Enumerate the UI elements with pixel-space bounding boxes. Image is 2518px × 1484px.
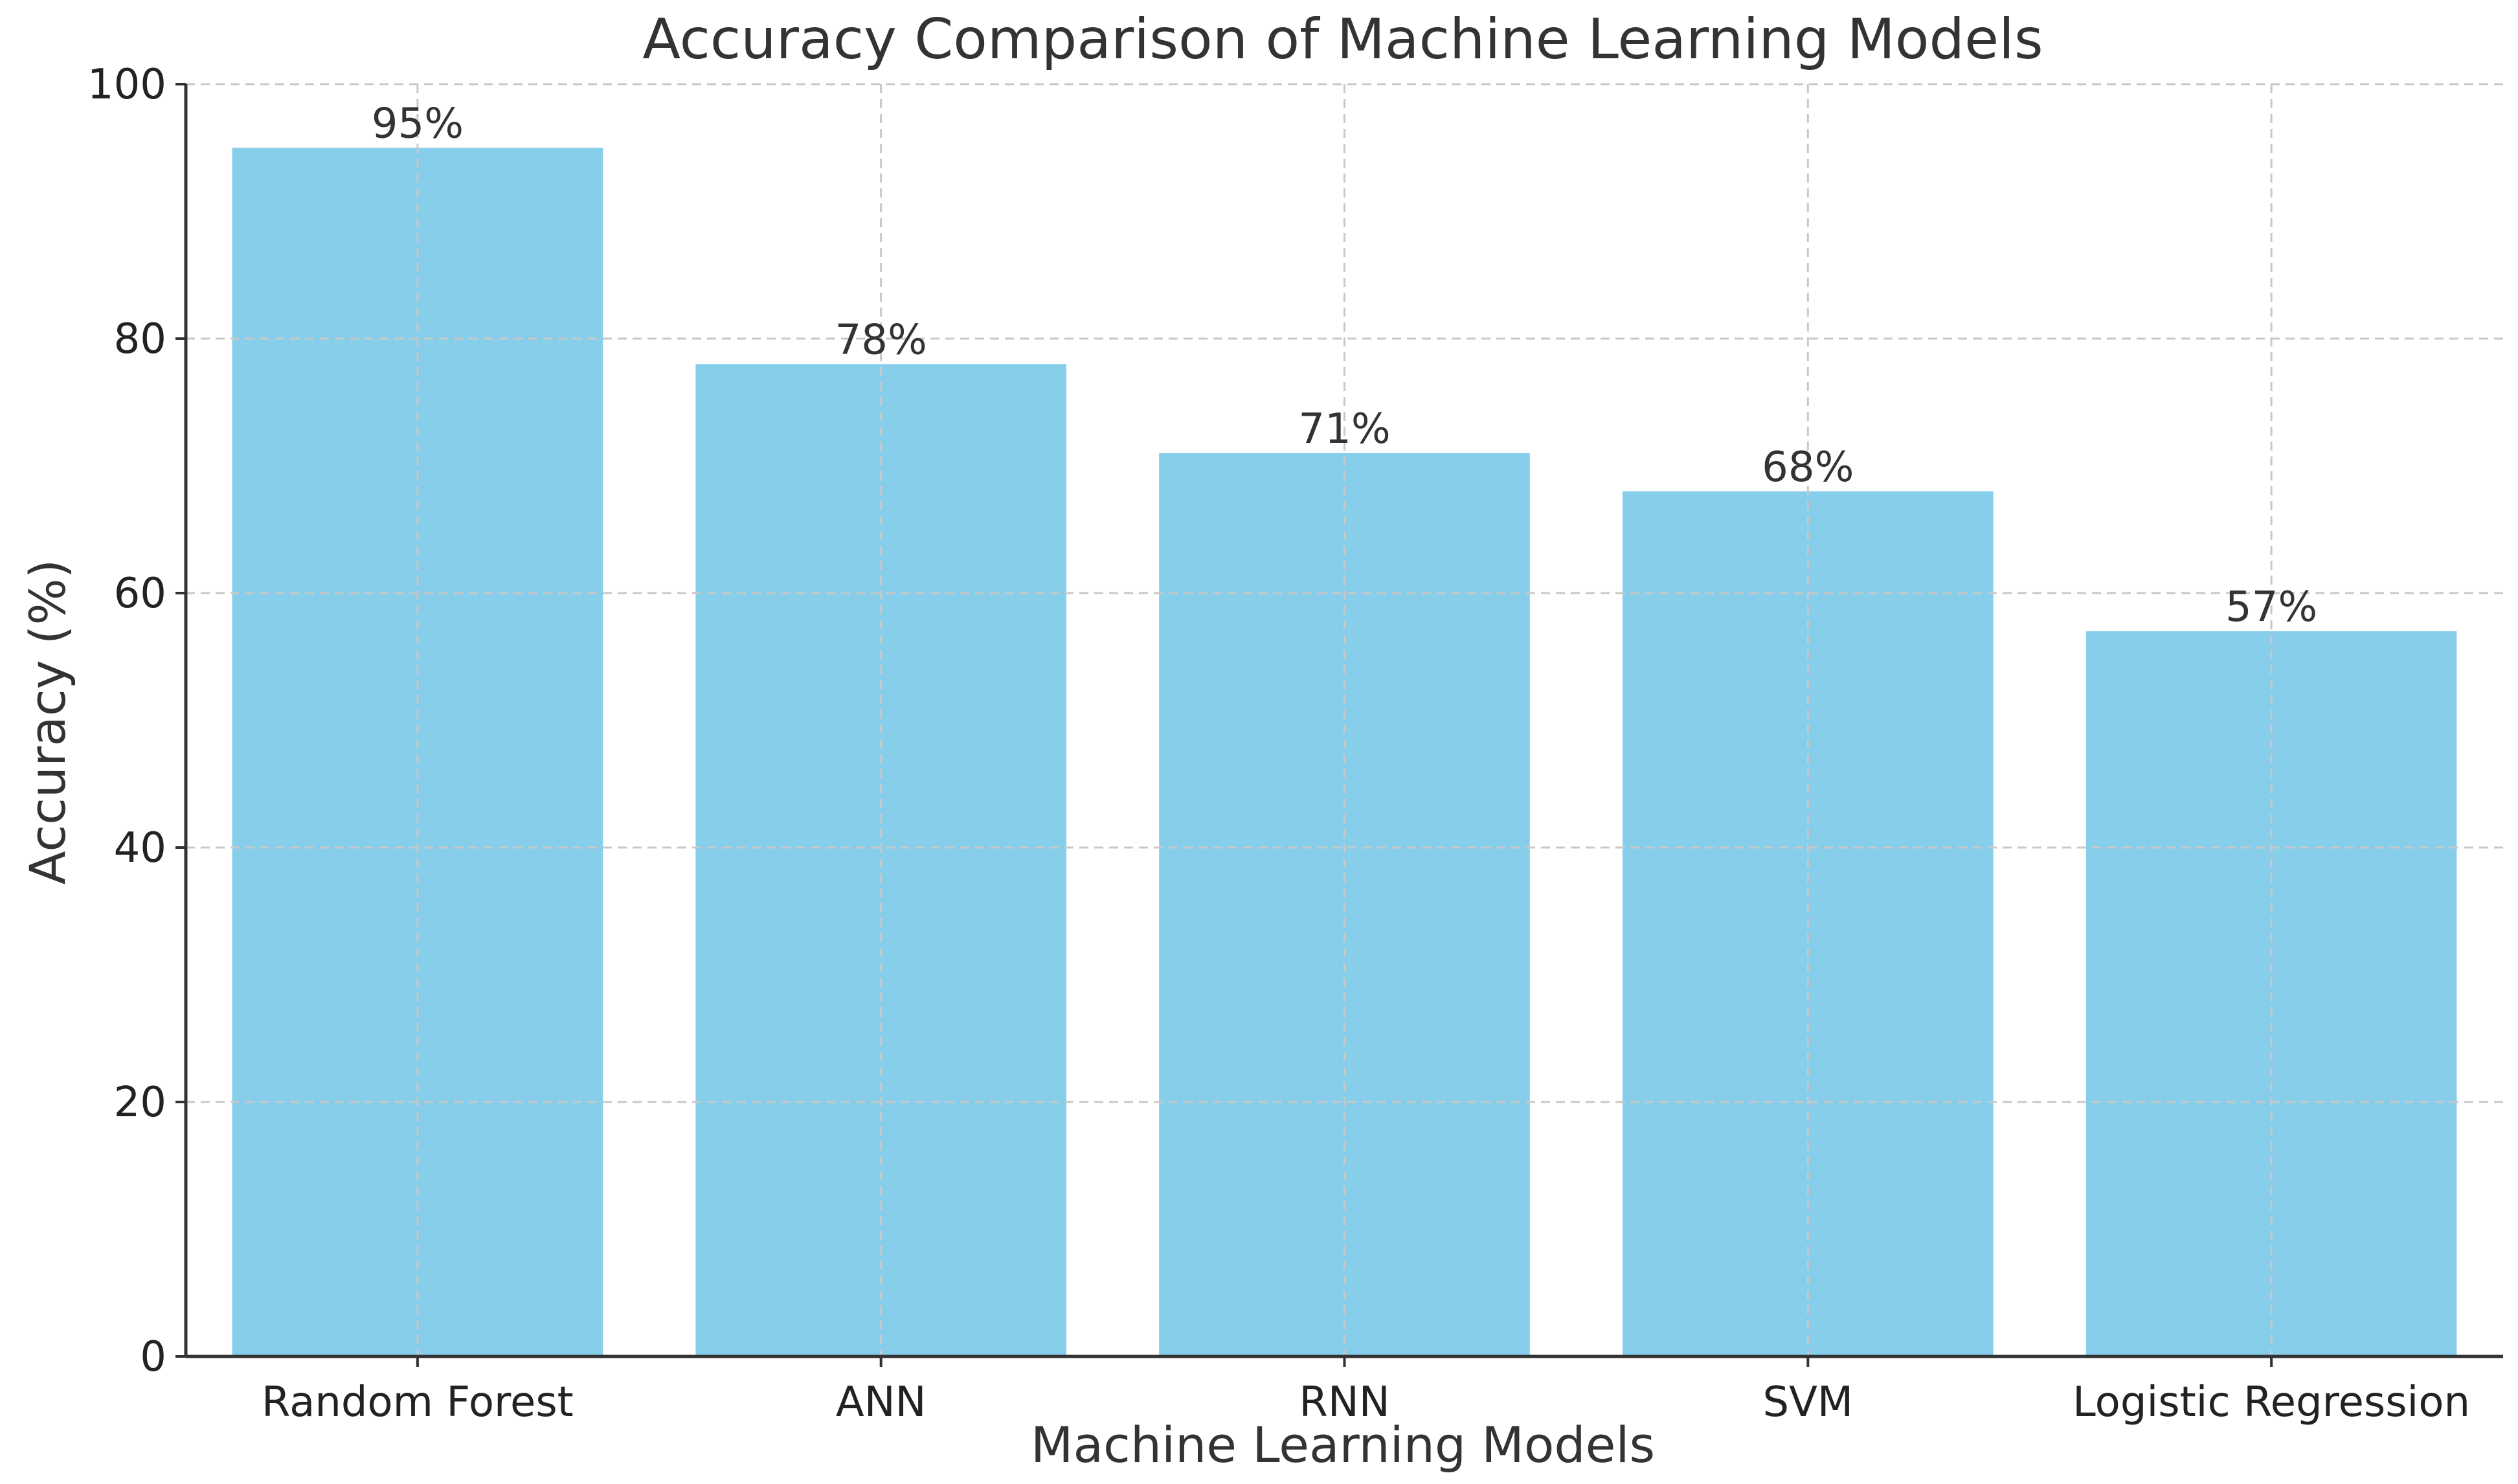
data-label: 95% bbox=[372, 100, 464, 148]
x-tick-label: RNN bbox=[1299, 1378, 1389, 1426]
x-tick-label: ANN bbox=[836, 1378, 927, 1426]
data-labels: 95% 78% 71% 68% 57% bbox=[372, 100, 2317, 631]
ticks: 0 20 40 60 80 100 Random Forest ANN RNN SVM Logist… bbox=[87, 61, 2470, 1426]
data-label: 68% bbox=[1762, 444, 1854, 491]
y-tick-label: 100 bbox=[87, 61, 166, 109]
chart-title: Accuracy Comparison of Machine Learning … bbox=[642, 7, 2043, 72]
y-tick-label: 0 bbox=[140, 1333, 166, 1381]
y-tick-label: 40 bbox=[114, 824, 166, 872]
data-label: 57% bbox=[2225, 583, 2317, 631]
data-label: 78% bbox=[835, 316, 927, 364]
x-tick-label: SVM bbox=[1762, 1378, 1853, 1426]
y-tick-label: 60 bbox=[114, 570, 166, 618]
bar-random-forest bbox=[232, 148, 603, 1356]
y-axis-title: Accuracy (%) bbox=[19, 559, 76, 885]
y-tick-label: 80 bbox=[114, 315, 166, 363]
x-axis-title: Machine Learning Models bbox=[1031, 1416, 1655, 1474]
data-label: 71% bbox=[1298, 405, 1390, 453]
y-tick-label: 20 bbox=[114, 1079, 166, 1127]
grid bbox=[186, 83, 2503, 1358]
x-tick-label: Random Forest bbox=[262, 1378, 574, 1426]
x-tick-label: Logistic Regression bbox=[2073, 1378, 2470, 1426]
